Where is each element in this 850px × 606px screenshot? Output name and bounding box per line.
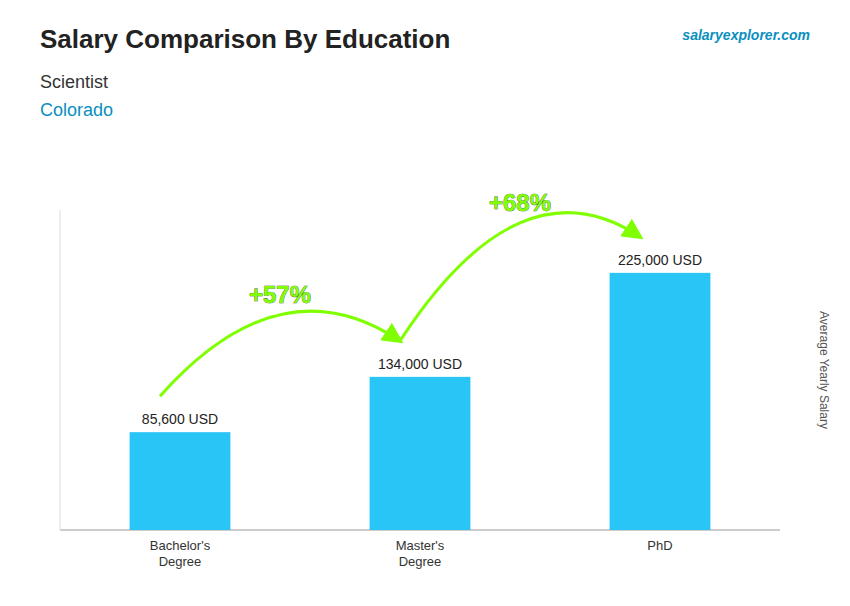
x-tick-label-line: Bachelor's [150, 538, 211, 553]
bar [610, 273, 711, 530]
y-axis-line [60, 210, 61, 530]
x-tick-label: Bachelor'sDegree [150, 538, 211, 569]
chart-container: Salary Comparison By Education Scientist C… [0, 0, 850, 606]
data-label: 134,000 USD [378, 356, 462, 372]
data-label: 85,600 USD [142, 411, 218, 427]
x-tick-label: PhD [647, 538, 672, 553]
x-tick-label-line: Master's [396, 538, 445, 553]
source: salaryexplorer.com [682, 27, 810, 43]
x-tick-label-line: Degree [399, 554, 442, 569]
bar [130, 432, 231, 530]
x-tick-label-line: PhD [647, 538, 672, 553]
chart-svg: Salary Comparison By Education Scientist C… [0, 0, 850, 606]
y-axis-label: Average Yearly Salary [817, 311, 831, 429]
subtitle: Scientist [40, 72, 108, 92]
bar [370, 377, 471, 530]
annotation-arrow [400, 213, 640, 341]
subtitle: Colorado [40, 100, 113, 120]
data-label: 225,000 USD [618, 252, 702, 268]
annotation: +68% [489, 189, 551, 216]
x-tick-label-line: Degree [159, 554, 202, 569]
annotation-arrow [160, 311, 400, 396]
x-tick-label: Master'sDegree [396, 538, 445, 569]
annotation: +57% [249, 281, 311, 308]
title: Salary Comparison By Education [40, 24, 450, 54]
